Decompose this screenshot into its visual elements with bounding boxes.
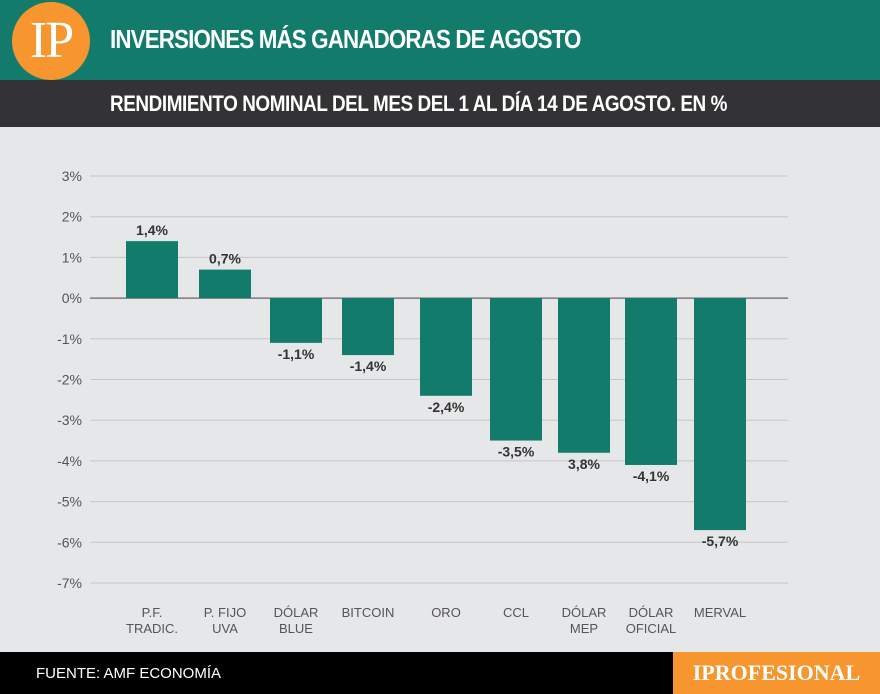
y-tick-label: 0% <box>62 290 82 306</box>
x-tick-label: CCL <box>503 605 529 620</box>
data-label: -4,1% <box>633 468 670 484</box>
bar <box>625 298 677 465</box>
bar <box>342 298 394 356</box>
source-text: FUENTE: AMF ECONOMÍA <box>36 665 222 682</box>
y-tick-label: 1% <box>62 249 82 265</box>
x-tick-label: TRADIC. <box>126 621 178 636</box>
y-tick-label: -3% <box>57 412 82 428</box>
y-tick-label: 3% <box>62 168 82 184</box>
x-tick-label: MEP <box>570 621 598 636</box>
y-tick-label: -4% <box>57 453 82 469</box>
x-tick-label: P. FIJO <box>204 605 246 620</box>
header-bar <box>0 0 880 80</box>
x-tick-label: MERVAL <box>694 605 746 620</box>
x-tick-label: DÓLAR <box>562 605 607 620</box>
x-tick-label: BLUE <box>279 621 313 636</box>
x-tick-label: OFICIAL <box>626 621 677 636</box>
bar <box>126 241 178 299</box>
x-tick-label: ORO <box>431 605 461 620</box>
bar <box>490 298 542 441</box>
y-tick-label: -1% <box>57 331 82 347</box>
data-label: -1,4% <box>350 358 387 374</box>
bar <box>694 298 746 531</box>
data-label: -1,1% <box>278 346 315 362</box>
bar-chart: 3% 2% 1% 0% -1% -2% -3% -4% -5% -6% -7% 1,4% P.F.TRA… <box>57 168 788 636</box>
x-tick-label: UVA <box>212 621 238 636</box>
y-tick-label: 2% <box>62 209 82 225</box>
ip-logo: IP <box>12 2 90 80</box>
x-tick-label: DÓLAR <box>274 605 319 620</box>
x-tick-label: BITCOIN <box>342 605 395 620</box>
x-tick-label: P.F. <box>142 605 163 620</box>
data-label: 0,7% <box>209 251 241 267</box>
data-label: -2,4% <box>428 399 465 415</box>
data-label: 1,4% <box>136 222 168 238</box>
y-tick-label: -5% <box>57 494 82 510</box>
y-tick-label: -2% <box>57 372 82 388</box>
bar <box>558 298 610 453</box>
data-label: 3,8% <box>568 456 600 472</box>
chart-subtitle: RENDIMIENTO NOMINAL DEL MES DEL 1 AL DÍA… <box>110 91 727 116</box>
subtitle-bar <box>0 80 880 127</box>
x-tick-label: DÓLAR <box>629 605 674 620</box>
bar <box>270 298 322 343</box>
y-tick-label: -6% <box>57 534 82 550</box>
bar <box>420 298 472 396</box>
chart-title: INVERSIONES MÁS GANADORAS DE AGOSTO <box>110 24 581 54</box>
y-tick-label: -7% <box>57 575 82 591</box>
iprofesional-brand: IPROFESIONAL <box>673 652 880 694</box>
data-label: -5,7% <box>702 533 739 549</box>
data-label: -3,5% <box>498 444 535 460</box>
bar <box>199 269 251 299</box>
